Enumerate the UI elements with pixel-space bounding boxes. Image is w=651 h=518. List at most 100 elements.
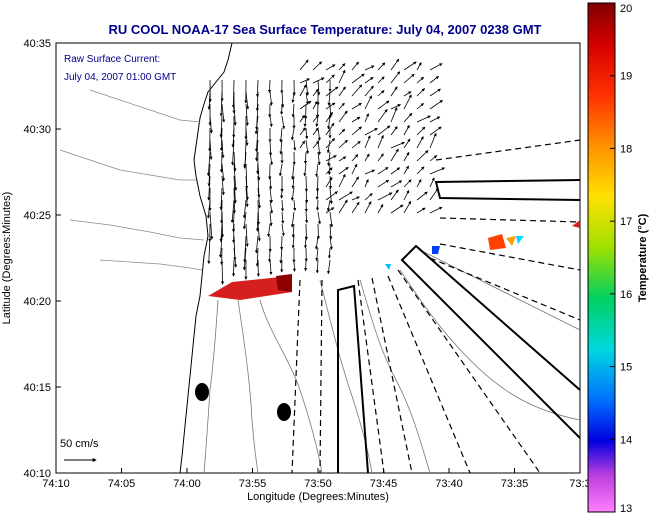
current-vector — [351, 126, 362, 136]
current-vector — [254, 127, 259, 153]
current-vector — [429, 63, 443, 71]
bathymetry-contour — [259, 299, 323, 473]
current-vector — [279, 247, 283, 264]
sst-patch — [488, 234, 506, 250]
dashed-ray — [371, 277, 413, 473]
current-vector — [429, 155, 438, 162]
x-tick-label: 73:35 — [501, 478, 529, 490]
current-vector — [325, 102, 336, 110]
current-vector — [338, 63, 346, 71]
current-vector — [315, 259, 319, 274]
current-vector — [338, 102, 345, 110]
current-vector — [281, 91, 285, 108]
current-vector — [312, 88, 319, 97]
current-vector — [291, 103, 295, 118]
current-vector — [255, 139, 259, 162]
current-vector — [416, 207, 426, 214]
current-vector — [221, 103, 226, 123]
current-vector — [403, 61, 417, 71]
y-axis-label: Latitude (Degrees:Minutes) — [1, 192, 13, 325]
current-vector — [325, 155, 337, 162]
bathymetry-contour — [399, 269, 580, 421]
current-vector — [221, 163, 226, 182]
dashed-ray — [387, 275, 471, 473]
current-vector — [390, 167, 401, 175]
current-vector — [403, 94, 412, 110]
current-vector — [403, 189, 410, 201]
current-vector — [291, 163, 295, 180]
current-vector — [269, 175, 273, 190]
colorbar-ticks: 20 19 18 17 16 15 14 13 — [610, 2, 632, 515]
current-vector — [278, 163, 283, 177]
current-vector — [312, 127, 319, 136]
dashed-ray — [319, 279, 323, 473]
current-vector — [338, 199, 348, 214]
current-vector — [403, 179, 412, 188]
current-vector — [207, 163, 211, 187]
current-vector — [338, 128, 346, 136]
current-vector — [317, 151, 321, 166]
current-vector — [219, 127, 224, 152]
current-vector — [416, 150, 429, 162]
current-vector — [221, 175, 225, 196]
current-vector — [303, 151, 308, 165]
current-vector — [233, 175, 237, 204]
current-vector — [329, 211, 334, 228]
current-vector — [255, 91, 259, 112]
current-vector — [403, 200, 412, 214]
current-vector — [280, 103, 284, 115]
current-vector — [315, 199, 320, 211]
current-vector — [312, 77, 325, 84]
current-vector — [233, 163, 238, 191]
current-vector — [281, 115, 286, 130]
current-vector — [219, 151, 224, 173]
dashed-ray — [357, 279, 385, 473]
current-vector — [416, 126, 426, 136]
current-vector — [416, 191, 428, 201]
current-vector — [429, 206, 443, 214]
current-vector — [254, 235, 259, 254]
current-vector — [325, 176, 333, 188]
current-vector — [429, 126, 442, 136]
x-tick-label: 73:3 — [569, 478, 590, 490]
x-tick-label: 74:00 — [173, 478, 201, 490]
scale-label: 50 cm/s — [60, 438, 99, 450]
current-vector — [351, 176, 359, 188]
x-tick-label: 74:05 — [108, 478, 136, 490]
coastline — [179, 43, 233, 473]
current-vector — [242, 199, 247, 219]
current-vector — [219, 115, 223, 138]
current-vector — [299, 127, 306, 136]
dashed-ray — [439, 243, 580, 271]
current-vector — [281, 223, 285, 237]
current-vector — [429, 88, 441, 97]
current-vector — [329, 223, 333, 240]
surface-current-vectors — [206, 58, 446, 285]
annotation-line-1: Raw Surface Current: — [64, 54, 160, 65]
current-vector — [245, 127, 249, 147]
current-vector — [305, 127, 309, 140]
bathymetry-contour — [203, 299, 219, 473]
current-vector — [364, 179, 369, 188]
y-tick-label: 40:20 — [23, 296, 51, 308]
current-vector — [390, 148, 399, 162]
current-vector — [303, 163, 307, 177]
current-vector — [268, 139, 273, 156]
current-vector — [325, 207, 335, 214]
current-vector — [242, 211, 247, 230]
current-vector — [327, 115, 331, 130]
colorbar-tick-label: 16 — [620, 289, 632, 301]
current-vector — [245, 187, 249, 208]
current-vector — [416, 166, 425, 175]
current-vector — [312, 61, 323, 71]
current-vector — [293, 139, 297, 151]
current-vector — [377, 153, 384, 162]
boundary-box — [337, 284, 369, 473]
current-vector — [416, 103, 424, 110]
current-vector — [325, 64, 336, 71]
current-vector — [327, 91, 331, 106]
current-vector — [364, 95, 372, 110]
current-vector — [230, 199, 235, 224]
current-vector — [403, 112, 413, 123]
